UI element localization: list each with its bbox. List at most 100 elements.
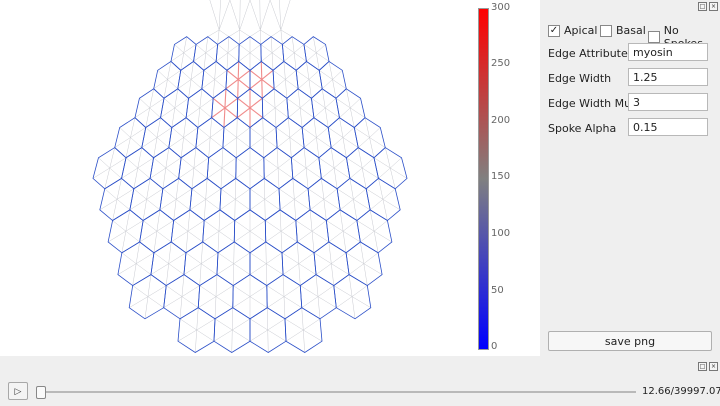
spoke (180, 137, 184, 158)
spoke (342, 220, 358, 232)
spoke (269, 0, 282, 31)
spoke (109, 167, 122, 179)
float-dock-icon[interactable]: □ (698, 2, 707, 11)
spoke (170, 52, 184, 62)
close-dock-icon[interactable]: × (709, 362, 718, 371)
spoke (183, 44, 197, 53)
spoke (265, 230, 282, 243)
spoke (249, 252, 267, 264)
spoke (363, 263, 383, 275)
spoke (273, 79, 286, 89)
spoke (183, 36, 187, 53)
spoke (218, 0, 231, 31)
spoke (190, 61, 194, 80)
spoke (239, 29, 251, 37)
spoke (276, 137, 290, 148)
spoke (350, 107, 366, 118)
spoke (193, 52, 206, 62)
timeline-panel: □ × ▷ 12.66/39997.07 (0, 360, 720, 406)
spoke (197, 107, 201, 128)
spoke (249, 0, 261, 31)
spoke (233, 252, 251, 264)
spoke (196, 307, 199, 331)
spoke (306, 52, 317, 62)
spoke (267, 329, 287, 342)
spoke (179, 318, 197, 331)
spoke (373, 220, 388, 232)
spoke (289, 127, 303, 138)
time-slider-handle[interactable] (36, 386, 47, 399)
spoke (233, 285, 251, 297)
spoke (215, 285, 234, 297)
spoke (119, 127, 131, 138)
edge-attribute-field[interactable] (628, 43, 708, 61)
spoke-layer (92, 0, 408, 353)
spoke (342, 230, 361, 243)
spoke (207, 167, 223, 179)
spoke (249, 69, 263, 80)
spoke (149, 88, 154, 108)
spoke (163, 79, 168, 99)
spoke (298, 263, 317, 275)
edge-width-mult-field[interactable] (628, 93, 708, 111)
edge-width-field[interactable] (628, 68, 708, 86)
spoke (297, 88, 301, 108)
spoke (303, 147, 307, 169)
spoke (265, 220, 282, 232)
save-png-button[interactable]: save png (548, 331, 712, 351)
spoke (331, 137, 344, 148)
spoke (306, 61, 310, 80)
spoke (189, 199, 206, 211)
spoke (98, 157, 110, 169)
basal-checkbox[interactable]: Basal (600, 24, 646, 37)
spoke (356, 220, 375, 232)
spoke (299, 107, 303, 128)
spoke-alpha-field[interactable] (628, 118, 708, 136)
spoke (236, 157, 251, 169)
spoke (298, 263, 301, 286)
spoke (316, 127, 329, 138)
time-slider[interactable] (36, 391, 636, 393)
spoke (153, 79, 168, 89)
spoke (331, 263, 335, 286)
spoke (283, 296, 302, 308)
play-button[interactable]: ▷ (8, 382, 28, 400)
spoke (204, 220, 220, 232)
hexagonal-mesh[interactable] (0, 0, 540, 356)
spoke (346, 88, 351, 108)
spoke (142, 220, 158, 232)
spoke (232, 329, 251, 342)
spoke (191, 168, 195, 189)
spoke (321, 167, 335, 179)
float-dock-icon[interactable]: □ (698, 362, 707, 371)
close-dock-icon[interactable]: × (709, 2, 718, 11)
mesh-viewport[interactable]: 300 250 200 150 100 50 0 (0, 0, 540, 356)
spoke (325, 107, 340, 118)
spoke (159, 199, 177, 211)
spoke (378, 178, 384, 200)
spoke (183, 52, 194, 62)
spoke (234, 230, 251, 243)
spoke (349, 178, 354, 200)
spoke (125, 209, 131, 232)
spoke (354, 127, 370, 138)
spoke (390, 167, 408, 179)
spoke (165, 167, 179, 179)
spoke (167, 70, 181, 80)
spoke (132, 285, 149, 297)
spoke (331, 252, 347, 264)
spoke (125, 157, 138, 169)
spoke (323, 199, 327, 221)
spoke (301, 296, 319, 308)
spoke (177, 329, 197, 342)
apical-checkbox[interactable]: ✓ Apical (548, 24, 597, 37)
spoke (366, 188, 384, 200)
spoke (280, 0, 291, 31)
spoke (167, 61, 172, 80)
spoke (266, 263, 284, 275)
spoke (135, 241, 140, 264)
spoke (214, 79, 227, 89)
spoke (313, 107, 326, 118)
spoke (339, 209, 344, 232)
spoke (369, 199, 384, 211)
